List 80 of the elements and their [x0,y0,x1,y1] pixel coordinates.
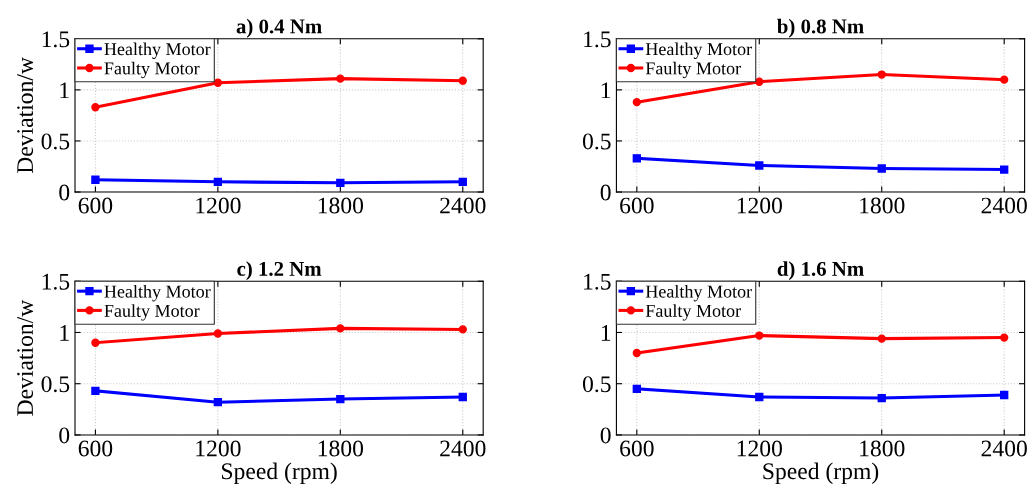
point [1000,165,1009,174]
point [877,70,886,79]
x-tick-label: 1800 [318,440,364,457]
point [458,325,467,334]
point [91,386,100,396]
legend-label: Healthy Motor [104,42,211,59]
y-tick-label: 0 [59,184,70,201]
point [877,393,886,403]
y-axis-title: Deviation/w [17,57,34,174]
chart-title: d) 1.6 Nm [777,261,864,281]
point [632,384,641,394]
point [91,175,100,184]
y-tick-label: 0 [59,427,70,444]
x-tick-label: 1200 [737,197,782,214]
point [336,178,345,187]
point [755,331,764,340]
chart-title: b) 0.8 Nm [777,18,864,38]
x-tick-label: 1800 [318,197,364,214]
legend-label: Healthy Motor [104,284,211,302]
point [458,177,467,186]
y-tick-label: 0.5 [582,133,611,150]
point [336,74,345,83]
point [632,97,641,107]
legend-label: Faulty Motor [104,304,200,321]
y-tick-label: 1 [601,82,611,99]
point [755,77,764,86]
point [213,78,223,87]
x-tick-label: 1200 [196,197,241,214]
x-tick-label: 1800 [860,197,905,214]
y-tick-label: 1 [60,325,69,341]
x-tick-label: 600 [620,197,654,214]
point [213,177,223,186]
x-tick-label: 600 [78,440,113,457]
x-axis-title: Speed (rpm) [763,462,879,485]
y-tick-label: 1.5 [42,31,70,48]
point [1000,75,1009,84]
y-tick-label: 1 [60,82,69,99]
point [213,397,223,407]
x-tick-label: 2400 [981,440,1027,457]
point [877,334,886,343]
chart-title: c) 1.2 Nm [237,261,322,281]
x-tick-label: 2400 [981,197,1027,214]
x-tick-label: 1200 [737,440,782,457]
point [213,329,223,338]
point [1000,333,1009,342]
point [1000,390,1009,400]
point [632,348,641,358]
y-tick-label: 0 [600,427,611,444]
x-tick-label: 600 [78,197,113,214]
legend-label: Healthy Motor [645,42,752,59]
x-tick-label: 2400 [440,440,486,457]
x-tick-label: 600 [620,440,654,457]
y-tick-label: 1.5 [584,273,611,290]
point [458,76,467,85]
point [336,324,345,333]
y-tick-label: 1 [601,325,611,341]
legend-label: Faulty Motor [104,61,200,79]
legend-label: Healthy Motor [645,284,752,302]
point [336,394,345,404]
legend-label: Faulty Motor [645,61,741,79]
x-axis-title: Speed (rpm) [222,462,337,485]
y-tick-label: 1.5 [42,273,70,290]
legend-label: Faulty Motor [645,304,741,321]
point [91,103,100,112]
y-tick-label: 0 [600,184,611,201]
point [755,392,764,402]
chart-title: a) 0.4 Nm [236,18,322,38]
y-tick-label: 0.5 [41,133,70,150]
y-tick-label: 1.5 [584,31,611,48]
y-tick-label: 0.5 [582,376,611,393]
x-tick-label: 2400 [440,197,486,214]
point [91,338,100,347]
y-tick-label: 0.5 [41,376,70,393]
point [877,164,886,173]
x-tick-label: 1800 [860,440,905,457]
point [458,392,467,402]
point [755,161,764,170]
y-axis-title: Deviation/w [17,299,34,416]
point [632,154,641,163]
x-tick-label: 1200 [196,440,241,457]
